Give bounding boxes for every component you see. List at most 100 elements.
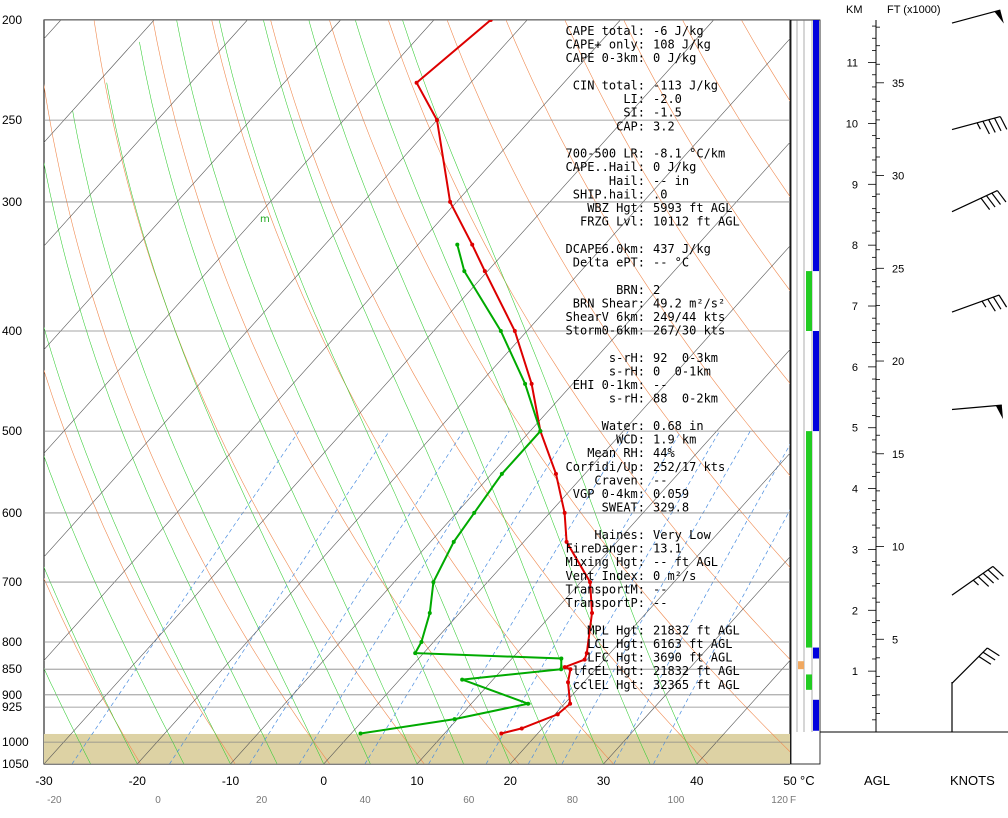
- moist-adiabat: [44, 667, 91, 764]
- ft-tick-label: 20: [892, 356, 904, 368]
- index-value: -- in: [653, 174, 689, 188]
- index-value: --: [653, 596, 667, 610]
- isotherm: [323, 245, 790, 764]
- index-label: FRZG Lvl:: [580, 215, 645, 229]
- index-value: 32365 ft AGL: [653, 678, 740, 692]
- temp-c-tick-label: 10: [410, 774, 424, 788]
- below-ground-shading: [44, 733, 790, 764]
- temperature-point: [562, 510, 567, 515]
- index-value: --: [653, 473, 667, 487]
- km-tick-label: 3: [852, 544, 858, 556]
- moist-adiabat: [44, 161, 278, 764]
- dewpoint-point: [559, 667, 564, 672]
- temp-f-tick-label: 20: [256, 795, 268, 806]
- index-value: 3690 ft AGL: [653, 651, 732, 665]
- index-value: 0 0-1km: [653, 365, 711, 379]
- index-label: BRN Shear:: [573, 296, 645, 310]
- temperature-point: [519, 726, 524, 731]
- temperature-point: [588, 580, 593, 585]
- index-label: s-rH:: [609, 365, 645, 379]
- temperature-point: [582, 657, 587, 662]
- barb-full: [999, 116, 1008, 130]
- barb-full: [987, 569, 999, 581]
- index-value: -1.5: [653, 106, 682, 120]
- temp-c-tick-label: -10: [222, 774, 240, 788]
- dewpoint-point: [523, 381, 528, 386]
- temp-c-tick-label: 20: [504, 774, 518, 788]
- barb-half: [976, 122, 981, 130]
- layer-bar: [806, 674, 812, 690]
- stability-indices-panel: CAPE total: -6 J/kg CAPE+ only: 108 J/kg CAP…: [566, 24, 740, 692]
- index-value: 88 0-2km: [653, 392, 718, 406]
- index-label: BRN:: [616, 283, 645, 297]
- barb-full: [982, 572, 995, 584]
- isotherm: [416, 349, 790, 764]
- layer-bar: [813, 647, 819, 659]
- layer-bars: [790, 19, 821, 765]
- barb-staff: [951, 294, 1000, 313]
- layer-bar: [813, 20, 819, 272]
- index-label: Storm0-6km:: [566, 324, 645, 338]
- index-label: CIN total:: [573, 78, 645, 92]
- moist-adiabat: [218, 20, 511, 764]
- isotherm: [44, 20, 714, 764]
- index-value: -113 J/kg: [653, 78, 718, 92]
- barb-full: [992, 565, 1004, 577]
- index-label: WCD:: [616, 433, 645, 447]
- index-label: Haines:: [594, 528, 645, 542]
- index-value: Very Low: [653, 528, 712, 542]
- temp-c-tick-label: 30: [597, 774, 611, 788]
- index-label: EHI 0-1km:: [573, 378, 645, 392]
- temperature-point: [470, 242, 475, 247]
- temperature-axis: -30 -20 -10 0 10 20 30 40 50 -20 0 20 40 60 80 100 120: [35, 774, 797, 806]
- dry-adiabat: [800, 20, 1008, 764]
- pressure-tick-label: 1050: [2, 757, 29, 771]
- barb-full: [977, 576, 990, 587]
- dewpoint-line: [360, 244, 563, 735]
- temperature-point: [590, 611, 595, 616]
- mixing-ratio-line: [527, 430, 720, 764]
- km-tick-label: 4: [852, 484, 858, 496]
- dewpoint-point: [462, 269, 467, 274]
- dewpoint-point: [460, 677, 465, 682]
- mixing-ratio-line: [485, 430, 682, 764]
- dewpoint-point: [452, 717, 457, 722]
- barb-pennant: [995, 405, 1003, 420]
- index-label: Mixing Hgt:: [566, 555, 645, 569]
- index-value: 249/44 kts: [653, 310, 725, 324]
- km-tick-label: 11: [847, 58, 858, 70]
- pressure-tick-label: 400: [2, 324, 22, 338]
- moist-adiabat: [402, 20, 698, 764]
- temp-f-tick-label: 0: [155, 795, 161, 806]
- index-label: CAPE+ only:: [566, 38, 645, 52]
- agl-label: AGL: [864, 773, 890, 788]
- barb-staff: [951, 647, 988, 684]
- mixing-ratio-line: [613, 443, 790, 764]
- pressure-tick-label: 500: [2, 424, 22, 438]
- moist-adiabat: [106, 82, 371, 764]
- index-label: MPL Hgt:: [587, 623, 645, 637]
- index-value: 108 J/kg: [653, 38, 711, 52]
- dewpoint-point: [358, 731, 363, 736]
- dry-adiabat: [44, 577, 141, 764]
- isotherm: [137, 38, 790, 764]
- index-label: CAPE 0-3km:: [566, 51, 645, 65]
- dry-adiabat: [505, 20, 790, 477]
- index-label: SWEAT:: [602, 501, 645, 515]
- height-axis: 1 2 3 4 5 6 7 8 9 10 11 5 10 15 20 25 30 35: [820, 20, 1008, 733]
- index-value: 0 J/kg: [653, 51, 696, 65]
- celsius-label: °C: [800, 773, 815, 788]
- mixing-ratio-line: [71, 430, 300, 764]
- moist-adiabat: [139, 41, 418, 764]
- isotherm: [230, 141, 790, 764]
- index-label: TransportP:: [566, 596, 645, 610]
- dewpoint-point: [526, 701, 531, 706]
- isotherm: [603, 556, 790, 764]
- index-label: Delta ePT:: [573, 256, 645, 270]
- pressure-tick-label: 300: [2, 195, 22, 209]
- dry-adiabat: [859, 20, 1008, 764]
- index-label: Water:: [602, 419, 645, 433]
- wind-barb: [951, 404, 1003, 420]
- index-label: 700-500 LR:: [566, 147, 645, 161]
- dry-adiabat: [329, 20, 790, 753]
